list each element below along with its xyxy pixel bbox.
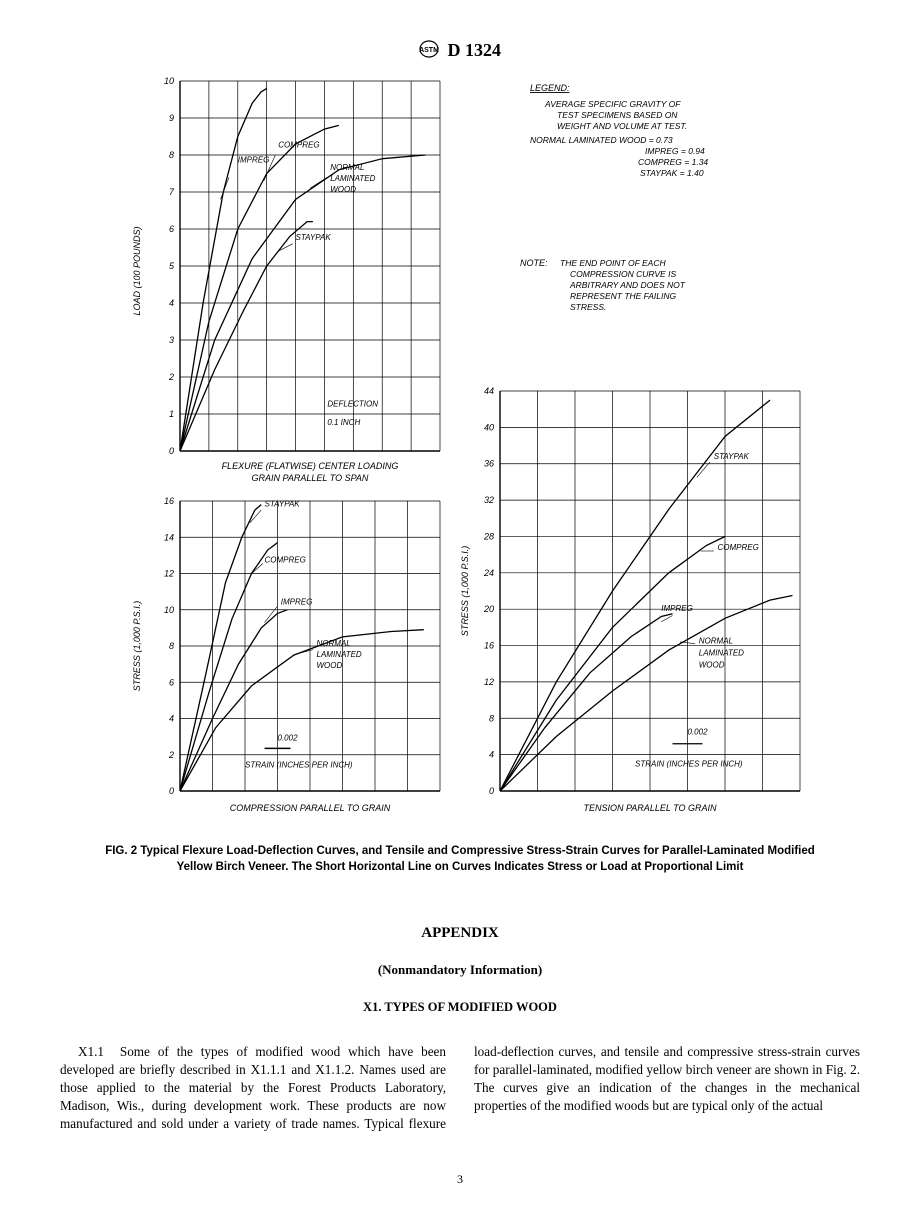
figure-caption: FIG. 2 Typical Flexure Load-Deflection C… (60, 844, 860, 875)
svg-text:COMPREG = 1.34: COMPREG = 1.34 (638, 157, 708, 167)
svg-text:DEFLECTION: DEFLECTION (327, 400, 378, 409)
svg-text:8: 8 (489, 714, 494, 724)
svg-text:TEST SPECIMENS BASED ON: TEST SPECIMENS BASED ON (557, 110, 678, 120)
svg-text:0.1 INCH: 0.1 INCH (327, 418, 360, 427)
svg-text:16: 16 (164, 496, 174, 506)
svg-text:3: 3 (169, 335, 174, 345)
svg-text:COMPRESSION PARALLEL TO GRAIN: COMPRESSION PARALLEL TO GRAIN (230, 803, 391, 813)
svg-text:WOOD: WOOD (699, 661, 725, 670)
page-content: ASTM D 1324 012345678910LOAD (100 POUNDS… (0, 0, 920, 1227)
svg-text:COMPRESSION CURVE IS: COMPRESSION CURVE IS (570, 269, 676, 279)
appendix-subtitle: (Nonmandatory Information) (60, 962, 860, 978)
svg-text:28: 28 (483, 532, 494, 542)
svg-text:REPRESENT THE FAILING: REPRESENT THE FAILING (570, 291, 676, 301)
svg-text:6: 6 (169, 678, 174, 688)
svg-text:IMPREG: IMPREG (281, 598, 313, 607)
document-header: ASTM D 1324 (60, 40, 860, 63)
svg-text:STAYPAK: STAYPAK (296, 233, 332, 242)
svg-text:0.002: 0.002 (278, 734, 299, 743)
svg-text:14: 14 (164, 533, 174, 543)
svg-text:4: 4 (489, 750, 494, 760)
svg-text:32: 32 (484, 495, 494, 505)
svg-text:10: 10 (164, 76, 174, 86)
svg-text:IMPREG = 0.94: IMPREG = 0.94 (645, 146, 705, 156)
page-number: 3 (60, 1172, 860, 1187)
svg-text:9: 9 (169, 113, 174, 123)
svg-text:ASTM: ASTM (419, 47, 439, 54)
svg-text:FLEXURE (FLATWISE) CENTER LOAD: FLEXURE (FLATWISE) CENTER LOADING (222, 461, 399, 471)
svg-text:LAMINATED: LAMINATED (330, 174, 375, 183)
svg-text:STAYPAK: STAYPAK (714, 453, 750, 462)
svg-text:7: 7 (169, 187, 175, 197)
svg-text:NORMAL: NORMAL (317, 639, 351, 648)
svg-text:NORMAL: NORMAL (330, 163, 364, 172)
svg-text:12: 12 (484, 677, 494, 687)
svg-text:0: 0 (169, 446, 174, 456)
svg-text:AVERAGE SPECIFIC GRAVITY OF: AVERAGE SPECIFIC GRAVITY OF (544, 99, 681, 109)
svg-text:ARBITRARY AND DOES NOT: ARBITRARY AND DOES NOT (569, 280, 686, 290)
svg-text:LOAD (100 POUNDS): LOAD (100 POUNDS) (132, 227, 142, 316)
figure-svg: 012345678910LOAD (100 POUNDS)IMPREGCOMPR… (60, 71, 860, 831)
appendix-title: APPENDIX (60, 925, 860, 942)
svg-text:2: 2 (168, 750, 174, 760)
svg-text:NOTE:: NOTE: (520, 258, 548, 268)
svg-text:1: 1 (169, 409, 174, 419)
svg-text:24: 24 (483, 568, 494, 578)
para-lead: X1.1 (78, 1044, 104, 1059)
svg-text:STRAIN (INCHES PER INCH): STRAIN (INCHES PER INCH) (245, 761, 353, 770)
svg-text:0.002: 0.002 (688, 728, 709, 737)
svg-text:2: 2 (168, 372, 174, 382)
svg-text:5: 5 (169, 261, 175, 271)
svg-text:COMPREG: COMPREG (278, 141, 319, 150)
svg-text:8: 8 (169, 641, 174, 651)
svg-text:LEGEND:: LEGEND: (530, 83, 570, 93)
svg-text:LAMINATED: LAMINATED (317, 650, 362, 659)
svg-text:COMPREG: COMPREG (718, 543, 759, 552)
svg-text:8: 8 (169, 150, 174, 160)
svg-text:40: 40 (484, 423, 494, 433)
svg-text:12: 12 (164, 569, 174, 579)
svg-text:4: 4 (169, 298, 174, 308)
svg-text:STRESS (1,000 P.S.I.): STRESS (1,000 P.S.I.) (132, 601, 142, 691)
svg-text:STAYPAK = 1.40: STAYPAK = 1.40 (640, 168, 704, 178)
svg-text:WOOD: WOOD (317, 661, 343, 670)
svg-text:0: 0 (489, 786, 494, 796)
svg-text:STAYPAK: STAYPAK (265, 500, 301, 509)
svg-text:STRESS.: STRESS. (570, 302, 606, 312)
svg-text:NORMAL LAMINATED WOOD = 0.73: NORMAL LAMINATED WOOD = 0.73 (530, 135, 673, 145)
svg-text:6: 6 (169, 224, 174, 234)
para-body: Some of the types of modified wood which… (60, 1044, 860, 1130)
svg-text:16: 16 (484, 641, 494, 651)
astm-logo-icon: ASTM (419, 40, 439, 63)
svg-text:44: 44 (484, 386, 494, 396)
figure-2: 012345678910LOAD (100 POUNDS)IMPREGCOMPR… (60, 71, 860, 875)
svg-text:10: 10 (164, 605, 174, 615)
svg-text:36: 36 (484, 459, 494, 469)
svg-text:0: 0 (169, 786, 174, 796)
svg-text:4: 4 (169, 714, 174, 724)
svg-text:THE END POINT OF EACH: THE END POINT OF EACH (560, 258, 666, 268)
svg-text:TENSION PARALLEL TO GRAIN: TENSION PARALLEL TO GRAIN (583, 803, 717, 813)
svg-text:STRAIN (INCHES PER INCH): STRAIN (INCHES PER INCH) (635, 760, 743, 769)
standard-code: D 1324 (448, 40, 502, 60)
svg-text:GRAIN PARALLEL TO SPAN: GRAIN PARALLEL TO SPAN (252, 473, 369, 483)
svg-text:STRESS (1,000 P.S.I.): STRESS (1,000 P.S.I.) (460, 546, 470, 636)
appendix-section-heading: X1. TYPES OF MODIFIED WOOD (60, 1000, 860, 1015)
svg-text:LAMINATED: LAMINATED (699, 649, 744, 658)
svg-text:IMPREG: IMPREG (661, 604, 693, 613)
svg-text:NORMAL: NORMAL (699, 637, 733, 646)
svg-text:COMPREG: COMPREG (265, 556, 306, 565)
svg-text:WEIGHT AND VOLUME AT TEST.: WEIGHT AND VOLUME AT TEST. (557, 121, 687, 131)
appendix-body: X1.1 Some of the types of modified wood … (60, 1043, 860, 1132)
svg-text:IMPREG: IMPREG (238, 156, 270, 165)
svg-text:20: 20 (483, 605, 494, 615)
svg-text:WOOD: WOOD (330, 185, 356, 194)
